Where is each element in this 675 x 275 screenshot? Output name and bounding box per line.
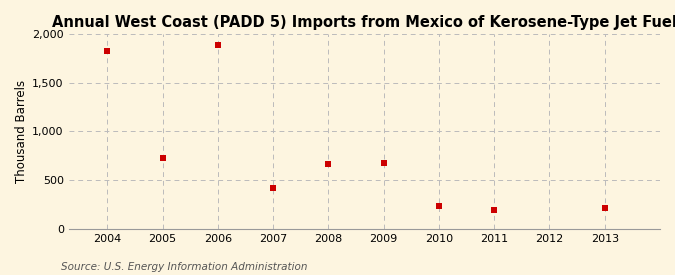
Y-axis label: Thousand Barrels: Thousand Barrels	[15, 80, 28, 183]
Point	[489, 207, 500, 212]
Text: Source: U.S. Energy Information Administration: Source: U.S. Energy Information Administ…	[61, 262, 307, 272]
Point	[157, 155, 168, 160]
Point	[102, 49, 113, 54]
Point	[378, 161, 389, 166]
Point	[433, 204, 444, 208]
Point	[268, 186, 279, 190]
Point	[213, 42, 223, 47]
Point	[323, 162, 334, 167]
Title: Annual West Coast (PADD 5) Imports from Mexico of Kerosene-Type Jet Fuel: Annual West Coast (PADD 5) Imports from …	[52, 15, 675, 30]
Point	[599, 206, 610, 210]
